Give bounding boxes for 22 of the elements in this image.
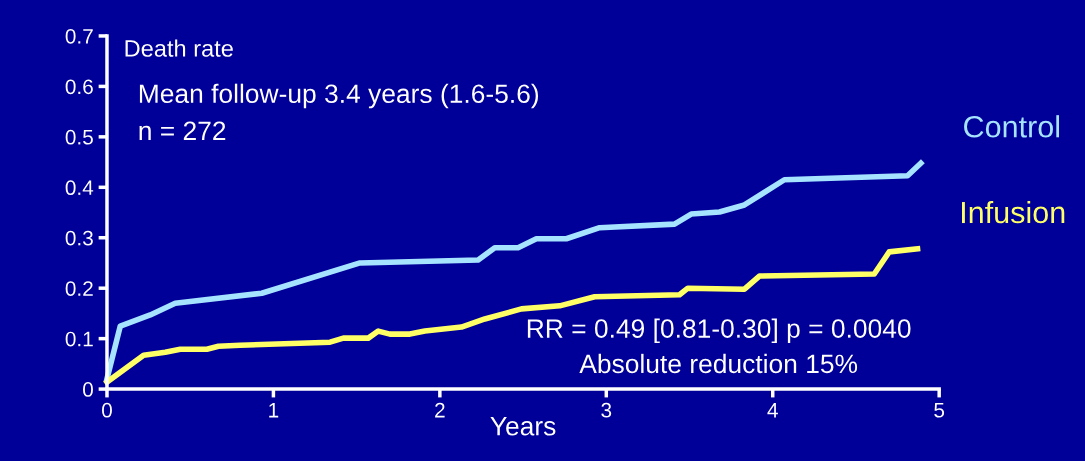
y-tick-label: 0.1: [65, 331, 93, 347]
x-tick-label: 4: [767, 403, 778, 418]
y-tick-label: 0.5: [65, 129, 93, 145]
annotation: Absolute reduction 15%: [579, 353, 858, 374]
x-tick-label: 5: [934, 403, 945, 418]
x-tick-label: 1: [269, 403, 279, 418]
x-tick-label: 3: [601, 402, 612, 418]
y-tick-label: 0.2: [65, 281, 93, 296]
x-axis-title: Years: [490, 417, 556, 436]
x-tick-label: 0: [102, 402, 112, 418]
annotation: n = 272: [139, 121, 226, 140]
y-tick-label: 0: [83, 382, 93, 397]
y-tick-label: 0.3: [65, 230, 93, 246]
y-axis-title: Death rate: [125, 39, 233, 57]
y-tick-label: 0.7: [65, 28, 93, 44]
annotation: Mean follow-up 3.4 years (1.6-5.6): [139, 83, 539, 109]
y-tick-label: 0.4: [65, 180, 94, 196]
annotation: RR = 0.49 [0.81-0.30] p = 0.0040: [527, 318, 911, 344]
x-tick-label: 2: [435, 402, 445, 418]
y-tick-label: 0.6: [65, 79, 93, 95]
series-label: Infusion: [962, 200, 1065, 224]
series-label: Control: [964, 115, 1059, 138]
